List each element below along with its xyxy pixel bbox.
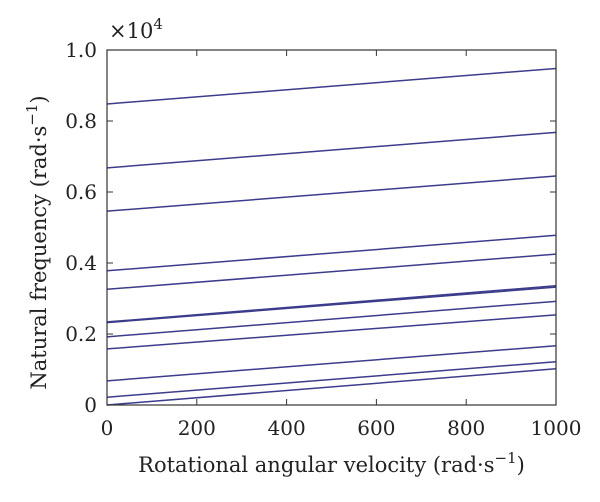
y-tick-label: 0.4 [65,251,97,275]
series-line-8 [106,253,557,291]
x-tick-label: 200 [178,416,216,440]
y-tick-label: 1.0 [65,38,97,62]
x-tick-label: 0 [101,416,114,440]
series-line-1 [106,368,557,406]
axis-ticks [106,49,557,406]
series-line-6 [106,286,557,324]
tick-labels: 0 200 400 600 800 1000 0 0.2 0.4 0.6 0.8 1.0 [65,38,581,440]
series-line-9 [106,234,557,272]
x-tick-label: 400 [268,416,306,440]
series-line-2 [106,360,557,398]
y-tick-label: 0 [84,393,97,417]
series-line-10 [106,175,557,212]
y-axis-multiplier: ×104 [109,15,163,43]
y-tick-label: 0.8 [65,109,97,133]
x-tick-label: 600 [357,416,395,440]
series-line-11 [106,131,557,169]
series-line-3 [106,344,557,382]
plot-lines [106,67,557,406]
y-axis-label-group: Natural frequency (rad·s−1) [23,95,51,389]
series-line-12 [106,67,557,105]
y-tick-label: 0.2 [65,322,97,346]
x-axis-label: Rotational angular velocity (rad·s−1) [138,449,525,477]
y-tick-label: 0.6 [65,180,97,204]
x-tick-label: 1000 [531,416,582,440]
plot-frame [106,49,557,406]
y-axis-label: Natural frequency (rad·s−1) [23,95,51,389]
series-line-4 [106,314,557,350]
series-line-7 [106,284,557,323]
x-tick-label: 800 [447,416,485,440]
series-line-5 [106,300,557,338]
